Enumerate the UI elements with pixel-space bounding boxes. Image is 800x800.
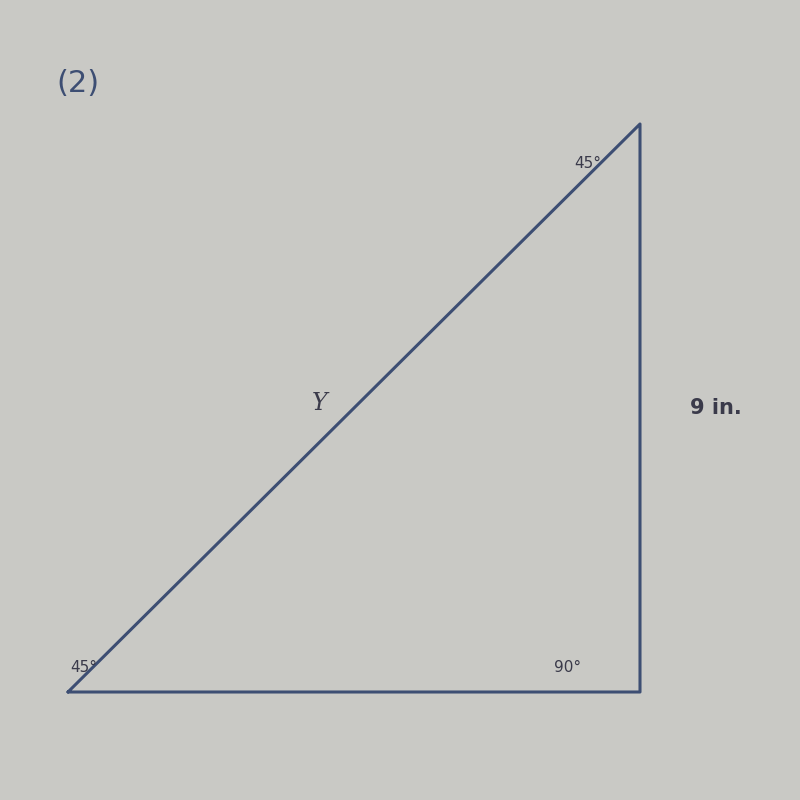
Text: Y: Y xyxy=(312,393,328,415)
Text: 9 in.: 9 in. xyxy=(690,398,742,418)
Text: 45°: 45° xyxy=(574,157,602,171)
Text: (2): (2) xyxy=(56,70,99,98)
Text: 90°: 90° xyxy=(554,661,582,675)
Text: 45°: 45° xyxy=(70,661,98,675)
